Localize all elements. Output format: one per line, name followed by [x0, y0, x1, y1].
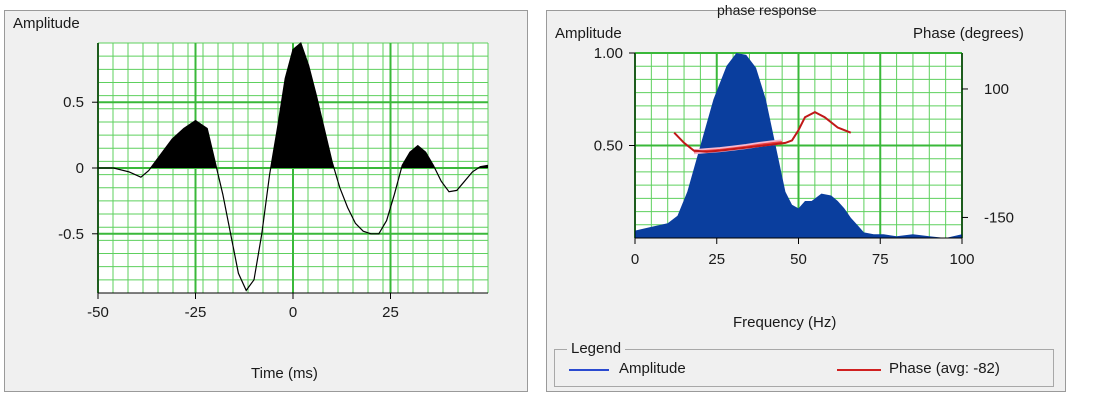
amplitude-area — [635, 53, 962, 238]
y2-tick-label: 100 — [984, 81, 1009, 98]
y-tick-label: -0.5 — [58, 226, 84, 243]
x-tick-label: 100 — [949, 251, 974, 268]
spectrum-y2-axis-label: Phase (degrees) — [913, 25, 1024, 42]
average-phase-line — [693, 141, 783, 153]
y-tick-label: 0.5 — [63, 94, 84, 111]
y-tick-label: 0 — [76, 160, 84, 177]
x-tick-label: 50 — [790, 251, 807, 268]
x-tick-label: -50 — [87, 304, 109, 321]
spectrum-y-axis-label: Amplitude — [555, 25, 622, 42]
x-tick-label: 0 — [289, 304, 297, 321]
wavelet-positive-fill — [98, 43, 488, 168]
legend: Legend Amplitude Phase (avg: -82) — [554, 340, 1054, 387]
wavelet-line — [98, 41, 489, 292]
spectrum-x-axis-label: Frequency (Hz) — [733, 314, 837, 331]
legend-swatch-amplitude — [569, 369, 609, 371]
phase-line — [673, 110, 852, 153]
spectrum-title: phase response — [717, 2, 817, 18]
x-tick-label: 25 — [708, 251, 725, 268]
x-tick-label: -25 — [185, 304, 207, 321]
wavelet-panel: Amplitude -50 -25 0 25 0.5 0 -0.5 Time (ms) — [4, 10, 528, 392]
legend-label-amplitude: Amplitude — [619, 360, 686, 377]
legend-label-phase: Phase (avg: -82) — [889, 360, 1000, 377]
y2-tick-label: -150 — [984, 209, 1014, 226]
y-tick-label: 0.50 — [594, 138, 623, 155]
x-tick-label: 0 — [631, 251, 639, 268]
x-tick-label: 75 — [872, 251, 889, 268]
x-tick-label: 25 — [382, 304, 399, 321]
wavelet-chart: -50 -25 0 25 0.5 0 -0.5 — [58, 41, 489, 321]
legend-title: Legend — [567, 340, 626, 357]
wavelet-y-axis-label: Amplitude — [13, 15, 80, 32]
legend-swatch-phase — [837, 369, 881, 371]
wavelet-x-axis-label: Time (ms) — [251, 365, 318, 382]
spectrum-panel: phase response Amplitude Phase (degrees)… — [546, 2, 1066, 392]
y-tick-label: 1.00 — [594, 45, 623, 62]
spectrum-chart: 0 25 50 75 100 1.00 0.50 100 -150 — [594, 45, 1014, 268]
